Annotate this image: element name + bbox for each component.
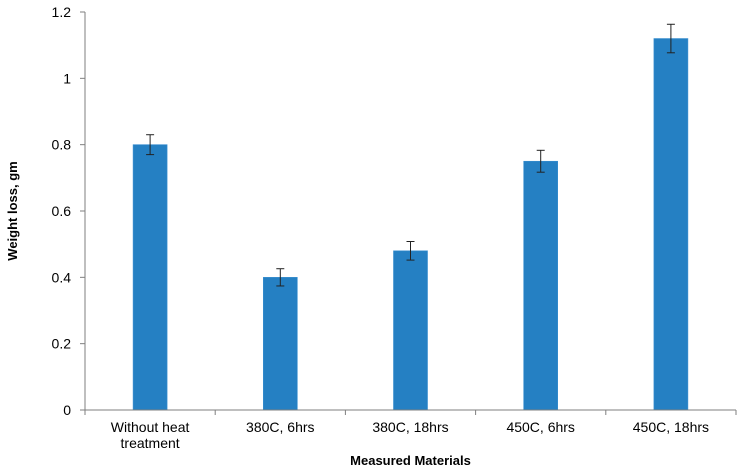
x-tick-label: Without heat treatment [111,419,190,451]
error-bar [146,134,155,156]
bars [132,38,689,411]
y-tick-label: 0 [63,402,71,418]
error-bar [536,149,545,173]
bar [393,250,428,411]
error-bar [666,23,675,54]
error-bar [276,268,285,287]
y-tick-label: 0.2 [52,336,72,352]
y-tick-label: 0.6 [52,203,72,219]
y-tick-label: 1.2 [52,4,72,20]
bar [262,277,298,411]
x-axis-title: Measured Materials [350,453,471,468]
error-bars [146,23,675,287]
x-axis-tick-labels: Without heat treatment 380C, 6hrs 380C, 18h… [111,419,709,451]
bar [132,144,168,411]
y-tick-label: 0.4 [52,269,72,285]
x-tick-label: 380C, 18hrs [372,419,448,435]
bar [653,38,689,411]
error-bar [406,241,415,261]
y-axis-ticks: 0 0.2 0.4 0.6 0.8 1 1.2 [52,4,737,418]
bar [523,160,559,411]
y-tick-label: 0.8 [52,137,72,153]
y-tick-label: 1 [63,70,71,86]
x-tick-label: 380C, 6hrs [246,419,314,435]
y-axis-title: Weight loss, gm [5,161,20,260]
x-tick-label: 450C, 18hrs [633,419,709,435]
x-tick-label: 450C, 6hrs [506,419,574,435]
